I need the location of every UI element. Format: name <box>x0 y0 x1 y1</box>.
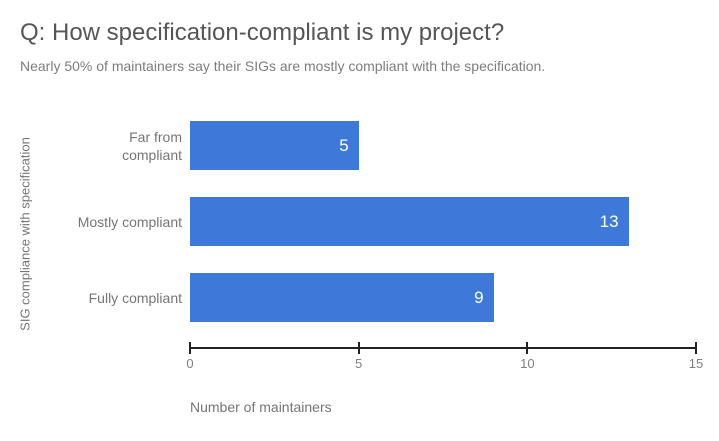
chart-title: Q: How specification-compliant is my pro… <box>20 19 505 46</box>
category-label-far-from-compliant: Far from compliant <box>122 128 182 163</box>
tick-label-15: 15 <box>688 356 704 371</box>
category-label-row: Far from compliant <box>70 121 182 170</box>
tick-mark-15 <box>695 342 697 354</box>
tick-mark-0 <box>189 342 191 354</box>
tick-mark-10 <box>526 342 529 354</box>
tick-label-0: 0 <box>186 356 194 371</box>
bar-value-label: 13 <box>599 211 619 231</box>
plot-area: 5 13 9 <box>190 107 696 348</box>
category-label-row: Mostly compliant <box>70 197 182 246</box>
category-label-fully-compliant: Fully compliant <box>88 289 182 306</box>
tick-label-10: 10 <box>520 356 535 371</box>
tick-mark-5 <box>357 342 360 354</box>
bar-mostly-compliant: 13 <box>190 197 629 246</box>
bar-far-from-compliant: 5 <box>190 121 359 170</box>
x-axis-title: Number of maintainers <box>190 399 332 415</box>
bar-fully-compliant: 9 <box>190 273 494 322</box>
x-axis-tick-labels: 0 5 10 15 <box>186 356 703 372</box>
x-axis-line <box>189 347 697 349</box>
bar-value-label: 9 <box>474 287 484 307</box>
category-label-mostly-compliant: Mostly compliant <box>77 213 182 230</box>
chart-subtitle: Nearly 50% of maintainers say their SIGs… <box>20 58 546 74</box>
tick-label-5: 5 <box>355 356 363 371</box>
x-axis-ticks <box>189 342 697 354</box>
bar-value-label: 5 <box>339 135 349 155</box>
y-axis-title: SIG compliance with specification <box>17 137 33 331</box>
category-label-row: Fully compliant <box>70 273 182 322</box>
